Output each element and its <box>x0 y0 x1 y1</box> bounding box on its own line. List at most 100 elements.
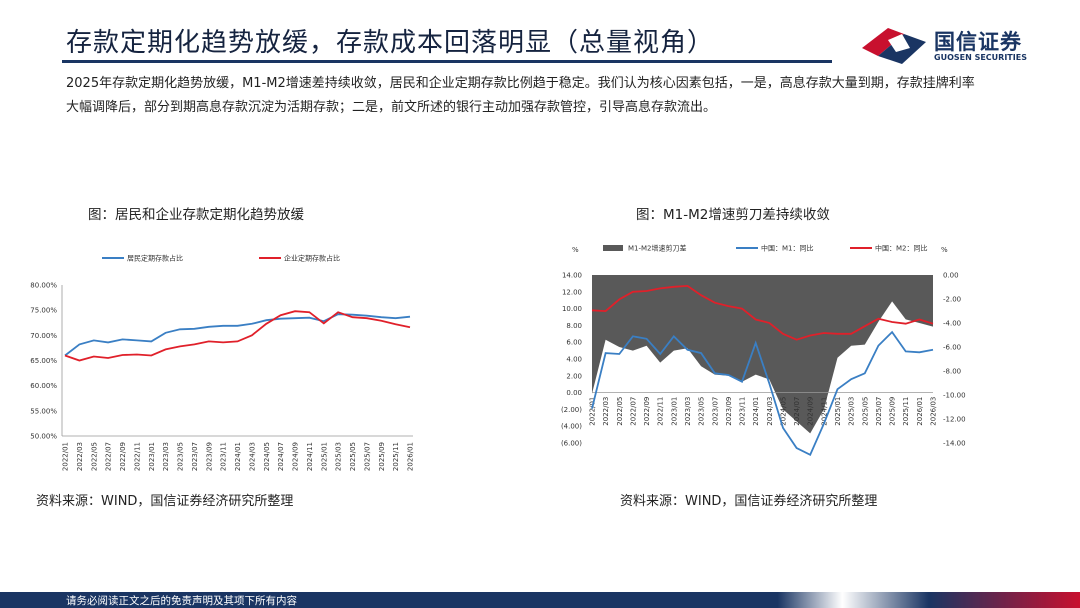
x-tick-label: 2024/05 <box>779 397 787 426</box>
x-tick-label: 2023/09 <box>205 442 213 471</box>
x-tick-label: 2023/03 <box>162 442 170 471</box>
x-tick-label: 2026/01 <box>407 442 415 471</box>
left-y-tick-label: 4.00 <box>566 356 582 364</box>
x-tick-label: 2026/03 <box>930 397 938 426</box>
right-y-tick-label: -14.00 <box>943 440 966 448</box>
x-tick-label: 2022/05 <box>616 397 624 426</box>
x-tick-label: 2023/05 <box>698 397 706 426</box>
x-tick-label: 2025/03 <box>335 442 343 471</box>
x-tick-label: 2024/09 <box>807 397 815 426</box>
x-tick-label: 2023/11 <box>739 397 747 426</box>
y-tick-label: 55.00% <box>30 407 57 415</box>
x-tick-label: 2026/01 <box>916 397 924 426</box>
x-tick-label: 2024/09 <box>292 442 300 471</box>
series-line <box>64 310 411 362</box>
x-tick-label: 2022/05 <box>90 442 98 471</box>
y-tick-label: 60.00% <box>30 382 57 390</box>
x-tick-label: 2023/09 <box>725 397 733 426</box>
x-tick-label: 2023/07 <box>191 442 199 471</box>
x-tick-label: 2024/11 <box>820 397 828 426</box>
y-tick-label: 75.00% <box>30 307 57 315</box>
x-tick-label: 2024/07 <box>277 442 285 471</box>
x-tick-label: 2025/09 <box>378 442 386 471</box>
body-paragraph: 2025年存款定期化趋势放缓，M1-M2增速差持续收敛，居民和企业定期存款比例趋… <box>66 76 975 115</box>
right-chart-caption: 图：M1-M2增速剪刀差持续收敛 <box>636 207 830 223</box>
x-tick-label: 2024/05 <box>263 442 271 471</box>
x-tick-label: 2023/03 <box>684 397 692 426</box>
x-tick-label: 2022/07 <box>105 442 113 471</box>
x-tick-label: 2025/09 <box>889 397 897 426</box>
x-tick-label: 2022/01 <box>62 442 70 471</box>
legend-label: 企业定期存款占比 <box>284 254 340 263</box>
guosen-logo-icon <box>862 28 926 64</box>
left-y-tick-label: 12.00 <box>562 288 582 296</box>
x-tick-label: 2024/01 <box>234 442 242 471</box>
company-logo: 国信证券 GUOSEN SECURITIES <box>858 22 1048 68</box>
x-tick-label: 2023/07 <box>711 397 719 426</box>
legend-swatch <box>603 245 623 251</box>
legend-label: 中国：M1：同比 <box>761 244 814 253</box>
right-y-tick-label: -8.00 <box>943 368 961 376</box>
left-axis-unit: % <box>572 246 579 254</box>
right-y-tick-label: -10.00 <box>943 392 966 400</box>
x-tick-label: 2025/01 <box>834 397 842 426</box>
series-line <box>591 284 934 341</box>
left-y-tick-label: (6.00) <box>561 440 582 448</box>
x-tick-label: 2025/11 <box>902 397 910 426</box>
x-tick-label: 2024/11 <box>306 442 314 471</box>
x-tick-label: 2025/01 <box>320 442 328 471</box>
scissor-gap-area <box>592 275 933 434</box>
x-tick-label: 2023/11 <box>220 442 228 471</box>
right-axis-unit: % <box>941 246 948 254</box>
right-source-note: 资料来源：WIND，国信证券经济研究所整理 <box>620 494 878 509</box>
footer-bar: 请务必阅读正文之后的免责声明及其项下所有内容 <box>0 592 1080 608</box>
left-y-tick-label: 8.00 <box>566 322 582 330</box>
right-y-tick-label: -2.00 <box>943 296 961 304</box>
x-tick-label: 2025/03 <box>848 397 856 426</box>
left-y-tick-label: 6.00 <box>566 339 582 347</box>
x-tick-label: 2025/07 <box>363 442 371 471</box>
page-title: 存款定期化趋势放缓，存款成本回落明显（总量视角） <box>66 28 715 58</box>
legend-label: 居民定期存款占比 <box>127 254 183 263</box>
x-tick-label: 2024/01 <box>752 397 760 426</box>
left-source-note: 资料来源：WIND，国信证券经济研究所整理 <box>36 494 294 509</box>
right-y-tick-label: -4.00 <box>943 320 961 328</box>
x-tick-label: 2023/01 <box>670 397 678 426</box>
logo-text-en: GUOSEN SECURITIES <box>934 53 1027 62</box>
x-tick-label: 2023/05 <box>177 442 185 471</box>
title-underline <box>62 60 832 63</box>
footer-disclaimer: 请务必阅读正文之后的免责声明及其项下所有内容 <box>66 595 297 607</box>
x-tick-label: 2022/09 <box>119 442 127 471</box>
right-y-tick-label: -12.00 <box>943 416 966 424</box>
y-tick-label: 80.00% <box>30 282 57 290</box>
x-tick-label: 2022/03 <box>76 442 84 471</box>
y-tick-label: 50.00% <box>30 433 57 441</box>
left-y-tick-label: 10.00 <box>562 305 582 313</box>
left-y-tick-label: 0.00 <box>566 389 582 397</box>
x-tick-label: 2025/05 <box>349 442 357 471</box>
x-tick-label: 2024/07 <box>793 397 801 426</box>
left-y-tick-label: 2.00 <box>566 372 582 380</box>
left-chart-caption: 图：居民和企业存款定期化趋势放缓 <box>88 207 304 223</box>
series-line <box>64 313 411 357</box>
x-tick-label: 2022/07 <box>629 397 637 426</box>
x-tick-label: 2022/11 <box>657 397 665 426</box>
x-tick-label: 2025/11 <box>392 442 400 471</box>
deposit-ratio-chart: 50.00% 55.00% 60.00% 65.00% 70.00% 75.00% 80.0… <box>30 254 415 472</box>
x-tick-label: 2022/11 <box>133 442 141 471</box>
x-tick-label: 2023/01 <box>148 442 156 471</box>
x-tick-label: 2024/03 <box>248 442 256 471</box>
m1-m2-chart: 14.00 12.00 10.00 8.00 6.00 4.00 2.00 0.00 (2.00… <box>561 244 966 457</box>
legend-label: M1-M2增速剪刀差 <box>628 244 687 253</box>
y-tick-label: 65.00% <box>30 357 57 365</box>
x-tick-label: 2025/05 <box>861 397 869 426</box>
logo-text-cn: 国信证券 <box>934 30 1022 54</box>
x-tick-label: 2025/07 <box>875 397 883 426</box>
x-tick-label: 2022/03 <box>602 397 610 426</box>
left-y-tick-label: (4.00) <box>561 423 582 431</box>
x-tick-label: 2022/01 <box>589 397 597 426</box>
left-y-tick-label: (2.00) <box>561 406 582 414</box>
right-y-tick-label: -6.00 <box>943 344 961 352</box>
right-y-tick-label: 0.00 <box>943 272 959 280</box>
x-tick-label: 2024/03 <box>766 397 774 426</box>
